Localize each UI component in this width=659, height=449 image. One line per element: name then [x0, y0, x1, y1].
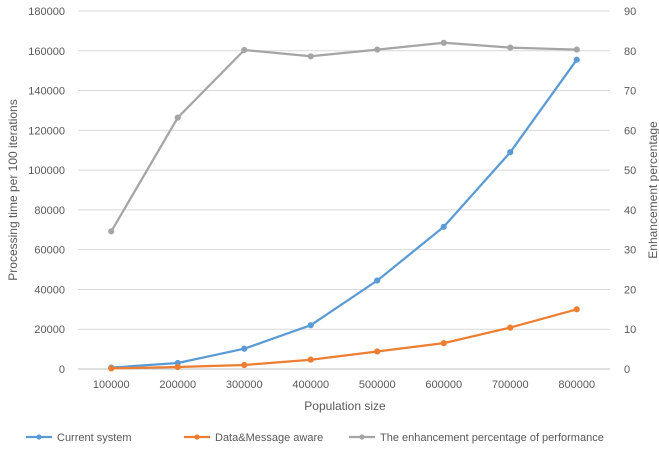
series-line: [111, 59, 578, 369]
data-point: [307, 53, 314, 60]
x-tick-label: 800000: [558, 379, 595, 391]
y2-tick-label: 0: [624, 364, 630, 376]
data-point: [241, 361, 248, 369]
data-point: [507, 149, 514, 156]
y2-tick-label: 90: [624, 6, 636, 18]
data-point: [440, 223, 447, 230]
x-tick-label: 700000: [492, 379, 529, 391]
y2-tick-label: 40: [624, 205, 636, 217]
x-tick-label: 600000: [425, 379, 462, 391]
x-tick-label: 100000: [93, 379, 130, 391]
series-layer: [108, 39, 580, 372]
series-line: [110, 41, 577, 232]
y-tick-label: 80000: [34, 205, 65, 217]
data-point: [573, 46, 580, 53]
y-tick-label: 120000: [28, 125, 65, 137]
y-tick-label: 160000: [28, 46, 65, 58]
y2-tick-label: 50: [624, 165, 636, 177]
x-tick-label: 200000: [159, 379, 196, 391]
y-tick-label: 100000: [28, 165, 65, 177]
legend: Current system Data&Message aware The enha…: [26, 432, 604, 444]
x-tick-label: 400000: [292, 379, 329, 391]
data-point: [440, 340, 447, 347]
data-point: [174, 363, 181, 371]
x-tick-label: 500000: [359, 379, 396, 391]
y2-axis-label: Enhancement percentage: [646, 121, 659, 259]
y-tick-label: 180000: [28, 6, 65, 18]
data-point: [374, 277, 381, 284]
legend-label: Data&Message aware: [215, 432, 323, 444]
data-point: [507, 44, 514, 51]
data-point: [241, 345, 248, 352]
y2-tick-label: 60: [624, 125, 636, 137]
data-point: [307, 356, 314, 363]
series-line: [111, 308, 578, 370]
data-point: [241, 46, 248, 54]
y-tick-label: 60000: [34, 245, 65, 257]
x-axis-ticks: 100000 200000 300000 400000 500000 600000 7000…: [93, 379, 595, 391]
y-tick-label: 40000: [34, 284, 65, 296]
data-point: [573, 56, 580, 63]
y2-tick-label: 20: [624, 284, 636, 296]
data-point: [573, 306, 580, 313]
y2-tick-label: 30: [624, 245, 636, 257]
y-axis-label: Processing time per 100 iterations: [6, 99, 20, 280]
y2-tick-label: 70: [624, 86, 636, 98]
y-tick-label: 0: [59, 364, 65, 376]
legend-marker-point: [36, 434, 42, 440]
data-point: [374, 348, 381, 355]
legend-label: The enhancement percentage of performanc…: [380, 432, 604, 444]
data-point: [174, 114, 181, 121]
y-tick-label: 140000: [28, 86, 65, 98]
y2-axis-ticks: 0 10 20 30 40 50 60 70 80 90: [624, 6, 636, 376]
y-tick-label: 20000: [34, 324, 65, 336]
data-point: [374, 46, 381, 53]
legend-marker-point: [359, 434, 365, 440]
data-point: [108, 228, 115, 235]
legend-marker-point: [194, 434, 200, 440]
data-point: [108, 365, 115, 372]
legend-label: Current system: [57, 432, 132, 444]
y2-tick-label: 10: [624, 324, 636, 336]
data-point: [440, 39, 447, 46]
x-tick-label: 300000: [226, 379, 263, 391]
data-point: [307, 322, 314, 329]
data-point: [507, 324, 514, 331]
y2-tick-label: 80: [624, 46, 636, 58]
y-axis-ticks: 0 20000 40000 60000 80000 100000 120000 140000 1…: [28, 6, 65, 376]
gridlines: [78, 10, 610, 370]
x-axis-label: Population size: [304, 399, 386, 413]
